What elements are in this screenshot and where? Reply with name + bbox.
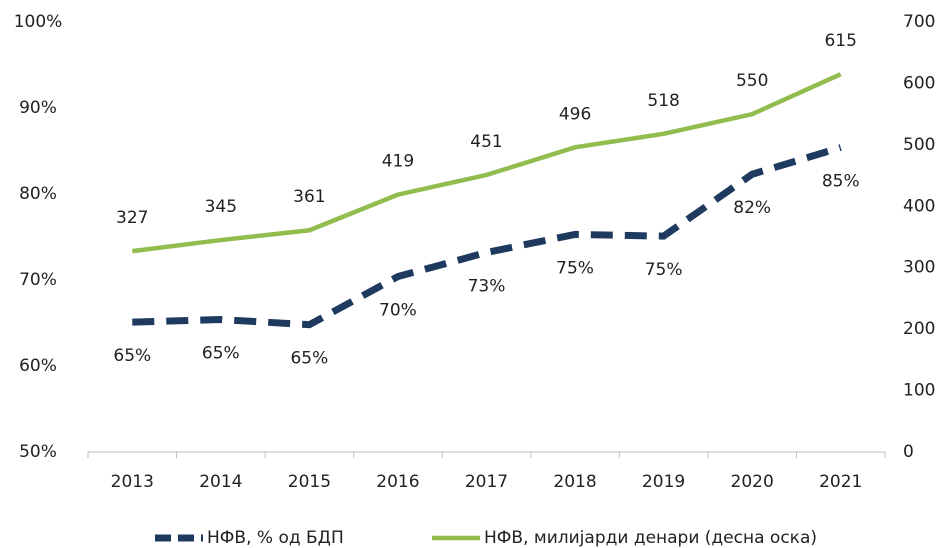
y2-tick-label: 200 bbox=[903, 319, 935, 339]
data-label: 451 bbox=[470, 132, 502, 152]
x-tick-label: 2014 bbox=[199, 472, 242, 492]
data-label: 73% bbox=[468, 276, 506, 296]
data-label: 82% bbox=[733, 198, 771, 218]
data-label: 65% bbox=[202, 344, 240, 364]
y2-tick-label: 600 bbox=[903, 73, 935, 93]
y2-tick-label: 400 bbox=[903, 196, 935, 216]
data-label: 70% bbox=[379, 301, 417, 321]
x-tick-label: 2016 bbox=[376, 472, 419, 492]
x-tick-label: 2017 bbox=[465, 472, 508, 492]
x-tick-label: 2013 bbox=[111, 472, 154, 492]
y2-tick-label: 700 bbox=[903, 12, 935, 32]
data-label: 361 bbox=[293, 187, 325, 207]
y2-tick-label: 300 bbox=[903, 258, 935, 278]
y-tick-label: 50% bbox=[19, 442, 57, 462]
x-tick-label: 2018 bbox=[553, 472, 596, 492]
y2-tick-label: 500 bbox=[903, 135, 935, 155]
x-tick-label: 2021 bbox=[819, 472, 862, 492]
data-label: 75% bbox=[556, 258, 594, 278]
y2-tick-label: 100 bbox=[903, 381, 935, 401]
data-label: 65% bbox=[290, 349, 328, 369]
data-label: 518 bbox=[647, 91, 679, 111]
x-tick-label: 2019 bbox=[642, 472, 685, 492]
series-line bbox=[132, 144, 842, 329]
data-label: 550 bbox=[736, 71, 768, 91]
data-label: 496 bbox=[559, 104, 591, 124]
y-tick-label: 60% bbox=[19, 356, 57, 376]
legend-label: НФВ, % од БДП bbox=[207, 528, 344, 548]
data-label: 85% bbox=[822, 172, 860, 192]
data-label: 65% bbox=[113, 346, 151, 366]
y2-tick-label: 0 bbox=[903, 442, 914, 462]
legend-label: НФВ, милијарди денари (десна оска) bbox=[484, 528, 817, 548]
data-label: 327 bbox=[116, 208, 148, 228]
y-tick-label: 80% bbox=[19, 184, 57, 204]
data-label: 345 bbox=[205, 197, 237, 217]
data-label: 615 bbox=[824, 31, 856, 51]
y-tick-label: 70% bbox=[19, 270, 57, 290]
data-label: 419 bbox=[382, 152, 414, 172]
series-line bbox=[131, 72, 842, 254]
y-tick-label: 90% bbox=[19, 98, 57, 118]
x-tick-label: 2020 bbox=[731, 472, 774, 492]
x-tick-label: 2015 bbox=[288, 472, 331, 492]
y-tick-label: 100% bbox=[14, 12, 63, 32]
data-label: 75% bbox=[645, 260, 683, 280]
